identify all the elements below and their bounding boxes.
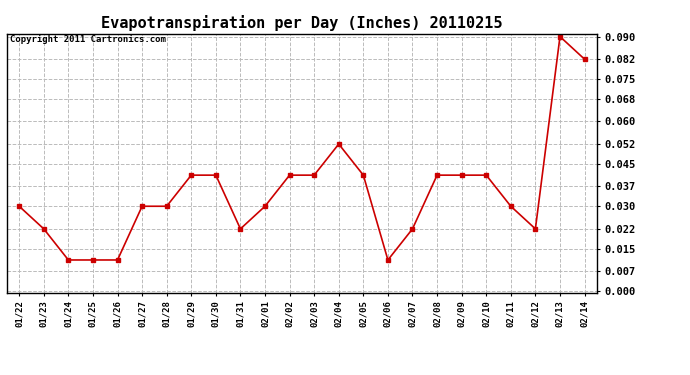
Text: Copyright 2011 Cartronics.com: Copyright 2011 Cartronics.com — [10, 35, 166, 44]
Title: Evapotranspiration per Day (Inches) 20110215: Evapotranspiration per Day (Inches) 2011… — [101, 15, 502, 31]
